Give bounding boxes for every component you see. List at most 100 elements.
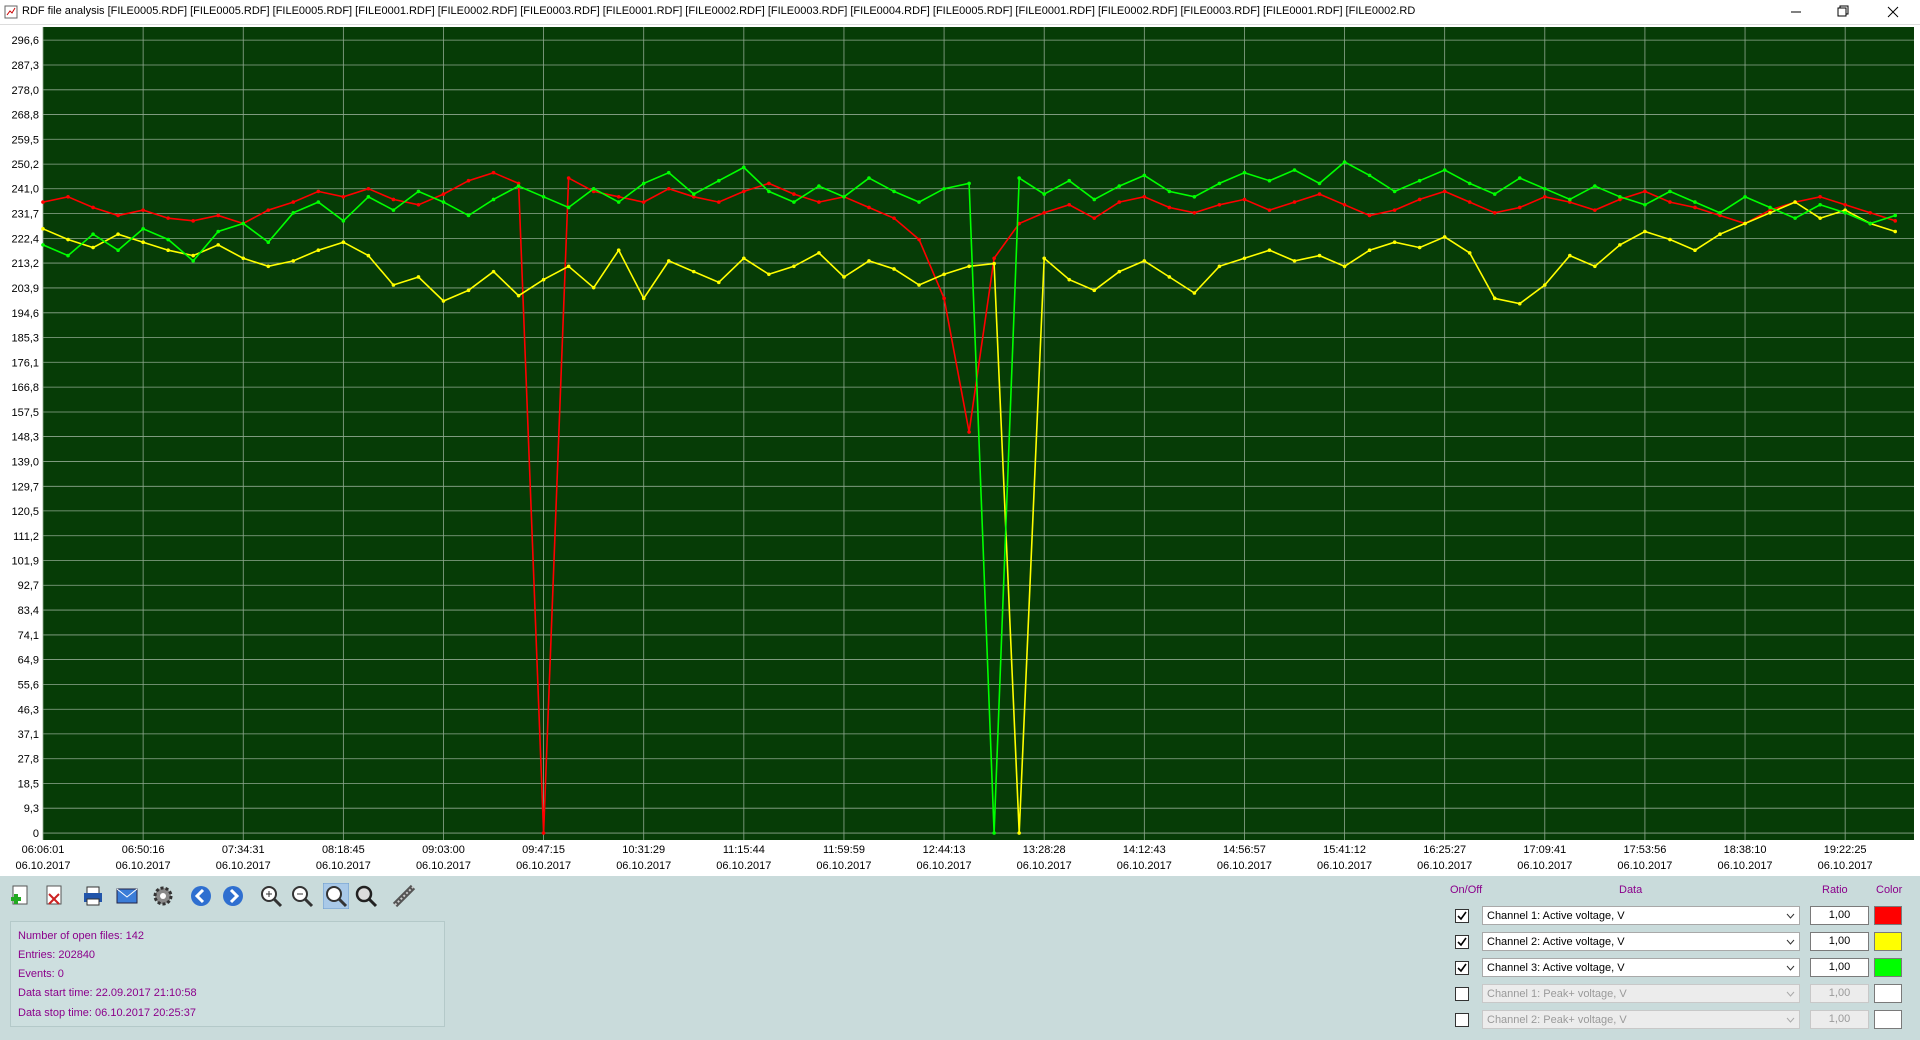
channel-label: Channel 2: Active voltage, V (1487, 936, 1625, 948)
data-point (541, 194, 546, 199)
info-line: Number of open files: 142 (18, 930, 144, 942)
measure-button[interactable] (391, 883, 417, 909)
channel-label: Channel 1: Active voltage, V (1487, 910, 1625, 922)
checkbox[interactable] (1455, 909, 1469, 923)
ratio-input: 1,00 (1810, 984, 1869, 1003)
y-tick-label: 296,6 (11, 35, 39, 47)
data-point (1067, 178, 1072, 183)
data-point (466, 288, 471, 293)
data-point (141, 208, 145, 212)
data-point (1167, 189, 1172, 194)
data-point (1242, 256, 1247, 261)
data-point (666, 170, 671, 175)
data-point (491, 170, 496, 175)
y-tick-label: 241,0 (11, 184, 39, 196)
channel-select[interactable]: Channel 3: Active voltage, V (1482, 958, 1800, 977)
data-point (1543, 194, 1547, 199)
data-point (1392, 189, 1397, 194)
checkbox[interactable] (1455, 987, 1469, 1001)
data-point (291, 211, 296, 215)
data-point (1417, 245, 1422, 250)
x-tick-date: 06.10.2017 (917, 860, 972, 872)
x-tick-date: 06.10.2017 (116, 860, 171, 872)
data-point (441, 299, 446, 303)
y-tick-label: 74,1 (18, 630, 39, 642)
data-point (1067, 277, 1072, 282)
data-point (867, 259, 871, 263)
data-point (967, 430, 971, 434)
y-tick-label: 18,5 (18, 779, 39, 791)
data-point (666, 259, 671, 263)
color-swatch[interactable] (1874, 932, 1902, 951)
y-tick-label: 231,7 (11, 209, 39, 221)
forward-button[interactable] (220, 883, 246, 909)
color-swatch[interactable] (1874, 958, 1902, 977)
data-point (1492, 192, 1497, 196)
y-tick-label: 101,9 (11, 556, 39, 568)
data-point (91, 205, 95, 210)
data-point (1092, 288, 1097, 293)
data-point (1668, 237, 1672, 242)
maximize-button[interactable] (1837, 5, 1849, 17)
data-point (266, 208, 271, 212)
data-point (1568, 197, 1572, 202)
x-tick-date: 06.10.2017 (616, 860, 671, 872)
data-point (166, 216, 170, 220)
data-point (541, 831, 546, 835)
color-swatch[interactable] (1874, 906, 1902, 925)
chart: 296,6 287,3 278,0 268,8 259,5 250,2 241,0 231,7… (0, 25, 1920, 876)
data-point (41, 227, 45, 231)
data-point (341, 219, 346, 223)
add-file-button[interactable] (8, 883, 34, 909)
data-point (266, 264, 271, 269)
checkbox[interactable] (1455, 1013, 1469, 1027)
y-tick-label: 55,6 (18, 679, 39, 691)
dropdown-arrow (1786, 965, 1795, 971)
data-point (1868, 211, 1872, 215)
remove-file-button[interactable] (42, 883, 68, 909)
print-button[interactable] (80, 883, 106, 909)
data-point (666, 186, 671, 191)
data-point (616, 194, 621, 199)
data-point (1017, 176, 1021, 180)
data-point (691, 194, 696, 199)
data-point (641, 200, 646, 204)
checkbox[interactable] (1455, 961, 1469, 975)
data-point (992, 261, 996, 266)
data-point (867, 205, 871, 210)
data-point (691, 192, 696, 196)
zoom-fit-button[interactable] (353, 883, 379, 909)
data-point (1242, 170, 1247, 175)
data-point (441, 200, 446, 204)
data-point (41, 243, 45, 247)
x-tick-date: 06.10.2017 (1217, 860, 1272, 872)
zoom-out-button[interactable] (289, 883, 315, 909)
y-tick-label: 64,9 (18, 655, 39, 667)
ratio-input[interactable]: 1,00 (1810, 932, 1869, 951)
data-point (1267, 208, 1272, 212)
checkbox[interactable] (1455, 935, 1469, 949)
data-point (1568, 200, 1572, 204)
data-point (1417, 178, 1422, 183)
close-button[interactable] (1887, 6, 1899, 18)
data-point (1367, 213, 1372, 218)
ratio-input[interactable]: 1,00 (1810, 906, 1869, 925)
data-point (767, 272, 771, 277)
data-point (1442, 189, 1447, 194)
zoom-area-button[interactable] (323, 883, 349, 909)
data-point (1192, 211, 1197, 215)
settings-button[interactable] (150, 883, 176, 909)
channel-select[interactable]: Channel 1: Active voltage, V (1482, 906, 1800, 925)
data-point (892, 216, 896, 220)
channel-select[interactable]: Channel 2: Active voltage, V (1482, 932, 1800, 951)
y-tick-label: 46,3 (18, 704, 39, 716)
data-point (1593, 208, 1597, 212)
channel-label: Channel 3: Active voltage, V (1487, 962, 1625, 974)
ratio-input[interactable]: 1,00 (1810, 958, 1869, 977)
zoom-in-button[interactable] (258, 883, 284, 909)
export-button[interactable] (114, 883, 140, 909)
info-line: Data stop time: 06.10.2017 20:25:37 (18, 1007, 196, 1019)
data-point (316, 189, 321, 194)
back-button[interactable] (188, 883, 214, 909)
